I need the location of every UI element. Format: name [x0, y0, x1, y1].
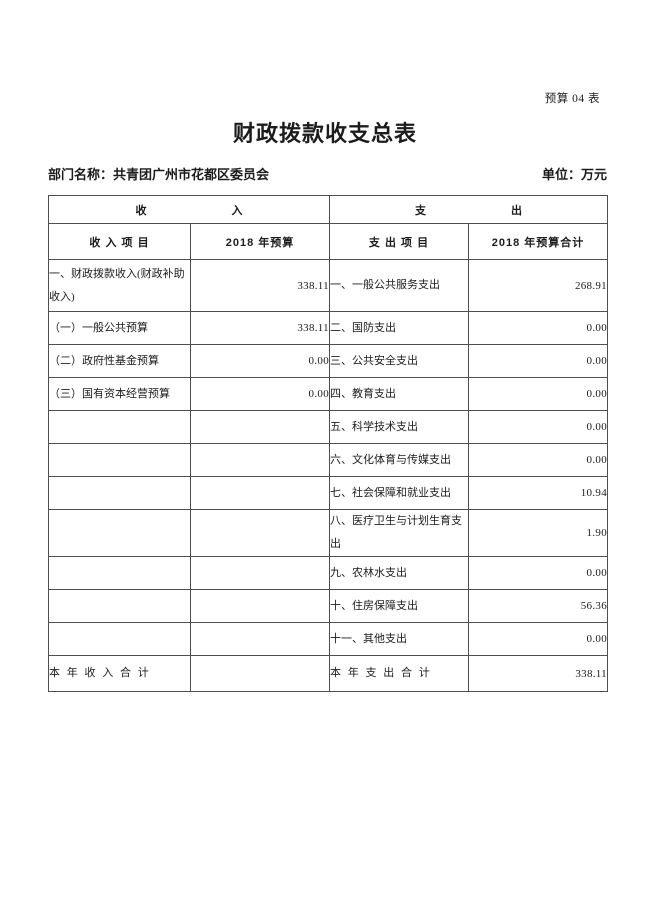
column-header-income-budget: 2018 年预算: [190, 223, 330, 260]
budget-table: 收 入 支 出 收 入 项 目 2018 年预算 支 出 项 目 2018 年预…: [48, 195, 608, 692]
department-name: 部门名称：共青团广州市花都区委员会: [48, 167, 270, 182]
income-item-cell: [48, 476, 191, 510]
expense-total-label: 本 年 支 出 合 计: [329, 655, 469, 692]
income-item-cell: [48, 556, 191, 590]
income-value-cell: [190, 410, 330, 444]
column-header-income-item: 收 入 项 目: [48, 223, 191, 260]
income-value-cell: [190, 443, 330, 477]
expense-item-cell: 七、社会保障和就业支出: [329, 476, 469, 510]
expense-item-cell: 二、国防支出: [329, 311, 469, 345]
table-row: 七、社会保障和就业支出 10.94: [48, 476, 608, 510]
total-row: 本 年 收 入 合 计 本 年 支 出 合 计 338.11: [48, 655, 608, 692]
income-item-cell: [48, 410, 191, 444]
table-row: 十一、其他支出 0.00: [48, 622, 608, 656]
expense-value-cell: 0.00: [468, 311, 608, 345]
form-number-label: 预算 04 表: [544, 93, 600, 105]
expense-value-cell: 1.90: [468, 509, 608, 557]
income-section-char: 收: [135, 204, 147, 217]
column-header-row: 收 入 项 目 2018 年预算 支 出 项 目 2018 年预算合计: [48, 223, 608, 260]
income-total-value: [190, 655, 330, 692]
expense-item-cell: 六、文化体育与传媒支出: [329, 443, 469, 477]
meta-row: 部门名称：共青团广州市花都区委员会 单位：万元: [48, 164, 607, 183]
expense-item-cell: 十一、其他支出: [329, 622, 469, 656]
expense-item-cell: 九、农林水支出: [329, 556, 469, 590]
income-item-cell: （二）政府性基金预算: [48, 344, 191, 378]
income-section-header: 收 入: [48, 195, 330, 224]
expense-item-cell: 十、住房保障支出: [329, 589, 469, 623]
income-item-cell: （三）国有资本经营预算: [48, 377, 191, 411]
expense-item-cell: 一、一般公共服务支出: [329, 259, 469, 312]
table-row: 一、财政拨款收入(财政补助收入) 338.11 一、一般公共服务支出 268.9…: [48, 259, 608, 312]
income-value-cell: [190, 509, 330, 557]
table-row: （二）政府性基金预算 0.00 三、公共安全支出 0.00: [48, 344, 608, 378]
expense-item-cell: 八、医疗卫生与计划生育支出: [329, 509, 469, 557]
income-item-cell: [48, 622, 191, 656]
section-header-row: 收 入 支 出: [48, 195, 608, 224]
income-value-cell: [190, 622, 330, 656]
unit-label: 单位：万元: [541, 167, 607, 182]
table-row: 六、文化体育与传媒支出 0.00: [48, 443, 608, 477]
expense-total-value: 338.11: [468, 655, 608, 692]
income-item-cell: [48, 589, 191, 623]
table-row: 九、农林水支出 0.00: [48, 556, 608, 590]
income-value-cell: 338.11: [190, 311, 330, 345]
expense-value-cell: 0.00: [468, 556, 608, 590]
expense-value-cell: 0.00: [468, 443, 608, 477]
income-item-cell: （一）一般公共预算: [48, 311, 191, 345]
income-total-label: 本 年 收 入 合 计: [48, 655, 191, 692]
column-header-expense-item: 支 出 项 目: [329, 223, 469, 260]
income-item-cell: 一、财政拨款收入(财政补助收入): [48, 259, 191, 312]
expense-value-cell: 56.36: [468, 589, 608, 623]
table-row: 八、医疗卫生与计划生育支出 1.90: [48, 509, 608, 557]
income-value-cell: [190, 556, 330, 590]
income-item-cell: [48, 509, 191, 557]
page-title: 财政拨款收支总表: [232, 121, 417, 146]
table-row: 十、住房保障支出 56.36: [48, 589, 608, 623]
expense-value-cell: 0.00: [468, 377, 608, 411]
table-row: （一）一般公共预算 338.11 二、国防支出 0.00: [48, 311, 608, 345]
expense-section-char: 支: [415, 204, 426, 217]
income-item-cell: [48, 443, 191, 477]
expense-section-header: 支 出: [329, 195, 608, 224]
expense-section-char: 出: [511, 204, 522, 217]
expense-value-cell: 10.94: [468, 476, 608, 510]
expense-item-cell: 四、教育支出: [329, 377, 469, 411]
income-value-cell: [190, 476, 330, 510]
expense-value-cell: 0.00: [468, 622, 608, 656]
income-section-char: 入: [231, 204, 243, 217]
table-row: 五、科学技术支出 0.00: [48, 410, 608, 444]
income-value-cell: 0.00: [190, 344, 330, 378]
expense-value-cell: 0.00: [468, 344, 608, 378]
income-value-cell: 0.00: [190, 377, 330, 411]
income-value-cell: [190, 589, 330, 623]
income-value-cell: 338.11: [190, 259, 330, 312]
expense-item-cell: 三、公共安全支出: [329, 344, 469, 378]
expense-value-cell: 268.91: [468, 259, 608, 312]
expense-item-cell: 五、科学技术支出: [329, 410, 469, 444]
column-header-expense-budget: 2018 年预算合计: [468, 223, 608, 260]
expense-value-cell: 0.00: [468, 410, 608, 444]
table-row: （三）国有资本经营预算 0.00 四、教育支出 0.00: [48, 377, 608, 411]
